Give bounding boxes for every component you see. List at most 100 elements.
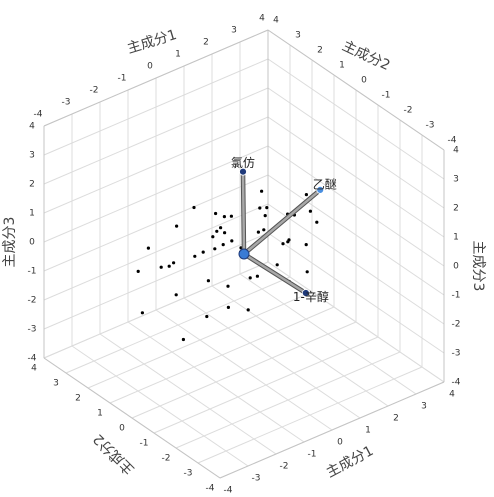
data-point xyxy=(260,189,264,193)
vector-tip xyxy=(239,167,247,176)
data-point xyxy=(281,242,285,246)
tick-label: 0 xyxy=(119,424,125,434)
data-point xyxy=(308,209,312,213)
grid-line xyxy=(43,116,269,214)
grid-line xyxy=(267,174,445,296)
data-point xyxy=(226,284,230,288)
grid-line xyxy=(267,116,445,238)
axis-title: 主成分3 xyxy=(2,217,18,268)
tick-label: -2 xyxy=(162,454,171,464)
tick-label: -4 xyxy=(452,378,461,388)
vector-tip xyxy=(301,289,310,297)
tick-label: -4 xyxy=(448,136,457,146)
data-point xyxy=(192,205,196,210)
vector-label: 氯仿 xyxy=(231,156,255,170)
grid-line xyxy=(43,58,269,156)
grid-line xyxy=(197,366,423,464)
data-point xyxy=(213,247,217,251)
data-point xyxy=(263,214,267,218)
grid-line xyxy=(267,87,445,209)
tick-label: 0 xyxy=(453,262,459,272)
data-point xyxy=(211,235,215,239)
tick-label: 3 xyxy=(421,402,427,412)
data-point xyxy=(174,293,178,297)
data-point xyxy=(201,250,205,254)
tick-label: 2 xyxy=(453,204,459,214)
loading-vector xyxy=(241,170,246,256)
tick-label: 3 xyxy=(231,26,237,36)
tick-label: 2 xyxy=(29,180,35,190)
data-point xyxy=(256,230,260,234)
data-point xyxy=(287,238,291,242)
box-edge xyxy=(43,357,221,479)
tick-label: 0 xyxy=(147,62,153,72)
tick-label: 1 xyxy=(453,233,459,243)
tick-label: -3 xyxy=(426,121,435,131)
data-point xyxy=(206,279,210,283)
box-edge xyxy=(219,381,445,479)
tick-label: 4 xyxy=(259,14,265,24)
tick-label: 1 xyxy=(97,409,103,419)
grid-line xyxy=(267,203,445,325)
vector-tip xyxy=(316,185,325,194)
data-point xyxy=(215,229,219,233)
data-point xyxy=(159,265,163,269)
data-point xyxy=(205,314,209,319)
tick-label: 0 xyxy=(29,238,35,248)
grid-line xyxy=(87,291,313,389)
loading-vector xyxy=(242,252,308,295)
data-point xyxy=(229,214,233,218)
origin xyxy=(238,248,250,260)
tick-label: -3 xyxy=(62,98,71,108)
grid-line xyxy=(175,351,401,449)
vector-label: 1-辛醇 xyxy=(293,289,329,304)
tick-label: 4 xyxy=(453,146,459,156)
data-point xyxy=(275,263,279,267)
tick-label: 1 xyxy=(365,426,371,436)
tick-label: 2 xyxy=(393,414,399,424)
grid-line xyxy=(267,145,445,267)
data-point xyxy=(304,193,308,197)
grid-line xyxy=(43,232,269,330)
tick-label: -2 xyxy=(280,462,289,472)
tick-label: -1 xyxy=(452,291,461,301)
grid-line xyxy=(43,87,269,185)
axis-title: 主成分3 xyxy=(470,241,486,292)
vector-label: 乙醚 xyxy=(313,177,337,191)
tick-label: -1 xyxy=(382,91,391,101)
tick-label: -1 xyxy=(308,450,317,460)
tick-label: -4 xyxy=(28,354,37,364)
tick-label: -3 xyxy=(252,474,261,484)
box-edge xyxy=(267,29,445,151)
tick-label: -3 xyxy=(28,325,37,335)
data-point xyxy=(181,337,185,342)
grid-line xyxy=(65,276,291,374)
data-point xyxy=(262,228,266,232)
grid-line xyxy=(131,321,357,419)
tick-label: 2 xyxy=(203,38,209,48)
tick-label: -1 xyxy=(140,439,149,449)
tick-label: -2 xyxy=(90,86,99,96)
tick-label: -4 xyxy=(34,110,43,120)
tick-label: -1 xyxy=(118,74,127,84)
tick-label: 4 xyxy=(31,364,37,374)
tick-label: -4 xyxy=(224,486,233,496)
tick-label: 4 xyxy=(449,390,455,400)
tick-label: -1 xyxy=(28,267,37,277)
data-point xyxy=(315,220,319,224)
tick-label: -2 xyxy=(404,106,413,116)
tick-label: -2 xyxy=(452,320,461,330)
grid-line xyxy=(267,232,445,354)
tick-label: 2 xyxy=(75,394,81,404)
tick-label: 3 xyxy=(53,379,59,389)
tick-label: 1 xyxy=(339,61,345,71)
grid-line xyxy=(267,58,445,180)
data-point xyxy=(305,270,309,274)
data-point xyxy=(222,215,226,219)
tick-label: -2 xyxy=(28,296,37,306)
tick-label: 4 xyxy=(29,122,35,132)
grid-line xyxy=(43,261,269,359)
tick-label: 3 xyxy=(29,151,35,161)
